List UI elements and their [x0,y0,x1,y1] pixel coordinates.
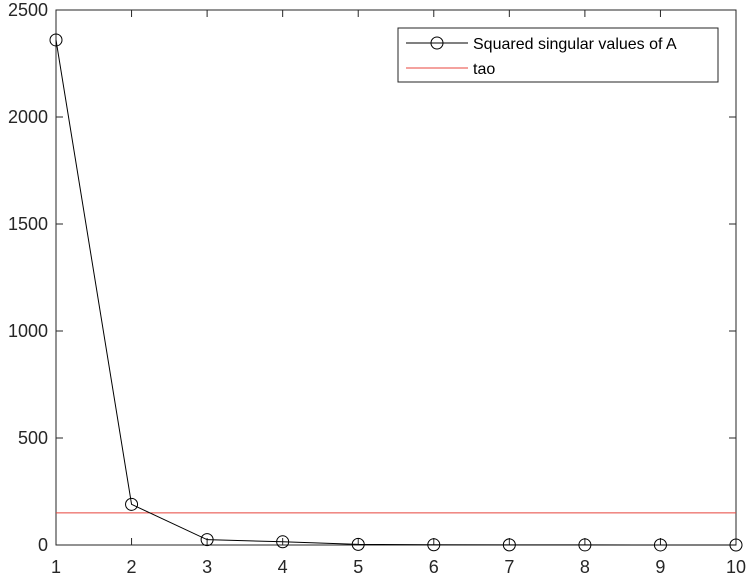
singular-value-point [729,538,743,552]
plot-area [55,9,737,546]
x-tick-label: 2 [127,557,137,577]
y-tick-label: 2500 [8,0,48,20]
y-tick-label: 500 [18,428,48,448]
legend-marker-singular-values [430,36,444,50]
x-tick-label: 5 [353,557,363,577]
singular-value-point [351,537,365,551]
legend-box [397,27,719,83]
singular-value-point [427,538,441,552]
y-tick-label: 1500 [8,214,48,234]
y-tick-label: 2000 [8,107,48,127]
x-tick-label: 9 [655,557,665,577]
singular-value-point [502,538,516,552]
x-tick-label: 1 [51,557,61,577]
x-tick-label: 4 [278,557,288,577]
singular-values-line [55,39,737,546]
series-layer [49,33,743,552]
singular-value-point [276,535,290,549]
x-tick-label: 8 [580,557,590,577]
legend: Squared singular values of A tao [397,27,719,83]
legend-label-singular-values: Squared singular values of A [473,36,677,53]
singular-value-point [653,538,667,552]
x-tick-label: 7 [504,557,514,577]
y-tick-label: 1000 [8,321,48,341]
singular-value-point [49,33,63,47]
x-tick-label: 3 [202,557,212,577]
x-tick-label: 6 [429,557,439,577]
singular-value-point [200,533,214,547]
legend-label-tao: tao [473,61,495,78]
y-axis-ticks: 0 500 1000 1500 2000 2500 [8,0,736,555]
singular-value-point [125,497,139,511]
y-tick-label: 0 [38,535,48,555]
singular-value-point [578,538,592,552]
x-tick-label: 10 [726,557,746,577]
